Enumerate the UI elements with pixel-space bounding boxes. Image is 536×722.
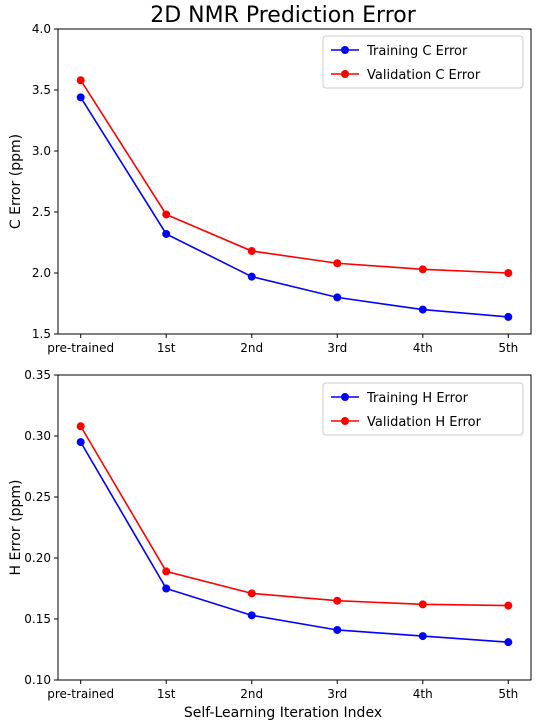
c-error-panel: pre-trained 1st 2nd 3rd 4th 5th 1.5 2.0 2.5 3.0 3.… — [8, 22, 532, 355]
legend-label: Validation C Error — [367, 68, 481, 83]
data-point — [162, 229, 171, 238]
series-line — [80, 425, 509, 607]
data-point — [333, 293, 342, 302]
data-point — [76, 438, 85, 447]
y-axis-label: C Error (ppm) — [8, 134, 24, 229]
y-tick-label: 0.15 — [24, 612, 51, 626]
legend-box — [322, 35, 524, 89]
x-tick-label: 2nd — [240, 341, 263, 355]
legend-box — [322, 382, 524, 436]
y-axis-label: H Error (ppm) — [8, 480, 24, 576]
legend-marker — [341, 70, 349, 78]
figure-title: 2D NMR Prediction Error — [150, 3, 417, 28]
x-tick-label: 3rd — [327, 341, 347, 355]
legend-label: Training C Error — [366, 44, 468, 59]
data-point — [504, 638, 513, 647]
data-point — [247, 611, 256, 620]
x-tick-label: 5th — [498, 687, 518, 701]
data-point — [76, 76, 85, 85]
data-point — [418, 600, 427, 609]
x-tick-label: 2nd — [240, 687, 263, 701]
x-tick-label: 4th — [413, 341, 433, 355]
legend-marker — [341, 417, 349, 425]
data-point — [418, 632, 427, 641]
data-point — [247, 247, 256, 256]
y-tick-label: 0.25 — [24, 490, 51, 504]
data-point — [162, 210, 171, 219]
y-tick-label: 2.0 — [32, 266, 51, 280]
x-tick-label: 5th — [498, 341, 518, 355]
data-point — [504, 601, 513, 610]
x-tick-label: 3rd — [327, 687, 347, 701]
y-tick-label: 1.5 — [32, 327, 51, 341]
y-tick-label: 2.5 — [32, 205, 51, 219]
y-tick-label: 0.20 — [24, 551, 51, 565]
x-tick-label: 1st — [157, 687, 176, 701]
y-tick-label: 3.0 — [32, 144, 51, 158]
data-point — [504, 312, 513, 321]
legend-marker — [341, 393, 349, 401]
legend-label: Validation H Error — [367, 415, 482, 430]
data-point — [418, 305, 427, 314]
y-tick-label: 4.0 — [32, 22, 51, 36]
x-tick-label: 1st — [157, 341, 176, 355]
data-point — [162, 567, 171, 576]
data-point — [76, 93, 85, 102]
data-point — [76, 422, 85, 431]
plot-frame — [57, 374, 532, 681]
x-tick-label: 4th — [413, 687, 433, 701]
x-tick-label: pre-trained — [47, 687, 114, 701]
data-point — [247, 589, 256, 598]
data-point — [504, 269, 513, 277]
h-error-panel: pre-trained 1st 2nd 3rd 4th 5th 0.10 0.15 0.20 0.… — [8, 368, 532, 701]
data-point — [333, 596, 342, 605]
legend-marker — [341, 46, 349, 54]
data-point — [333, 625, 342, 634]
data-point — [162, 584, 171, 593]
y-tick-label: 0.10 — [24, 673, 51, 687]
y-tick-label: 0.35 — [24, 368, 51, 382]
data-point — [247, 272, 256, 281]
data-point — [418, 265, 427, 274]
legend-label: Training H Error — [366, 391, 469, 406]
x-tick-label: pre-trained — [47, 341, 114, 355]
x-axis-label: Self-Learning Iteration Index — [184, 705, 382, 721]
y-tick-label: 0.30 — [24, 429, 51, 443]
series-line — [80, 79, 509, 274]
plot-frame — [57, 28, 532, 335]
data-point — [333, 259, 342, 268]
series-line — [80, 441, 509, 643]
series-line — [80, 96, 509, 318]
y-tick-label: 3.5 — [32, 83, 51, 97]
